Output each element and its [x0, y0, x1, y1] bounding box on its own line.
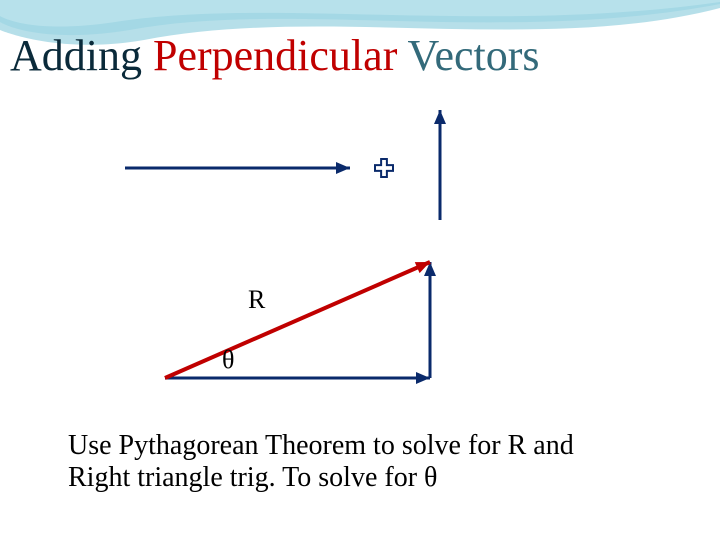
- angle-theta-label: θ: [222, 345, 234, 375]
- resultant-label: R: [248, 285, 265, 315]
- footer-line-1: Use Pythagorean Theorem to solve for R a…: [68, 430, 574, 462]
- page-title: Adding Perpendicular Vectors: [10, 30, 540, 81]
- footer-explanation: Use Pythagorean Theorem to solve for R a…: [68, 430, 574, 494]
- plus-icon: [375, 159, 393, 177]
- footer-line-2: Right triangle trig. To solve for θ: [68, 462, 574, 494]
